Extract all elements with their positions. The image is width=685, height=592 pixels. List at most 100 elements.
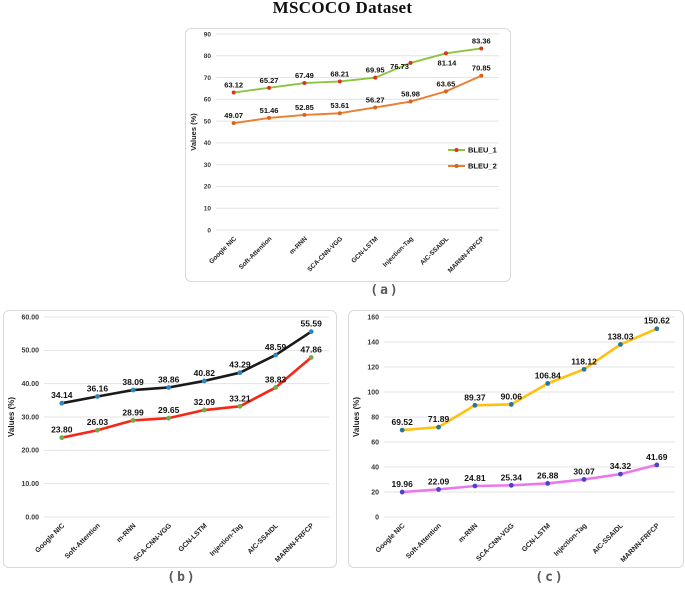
svg-text:63.65: 63.65 (437, 79, 456, 88)
svg-text:138.03: 138.03 (607, 331, 633, 341)
svg-text:40.82: 40.82 (194, 368, 216, 378)
svg-text:71.89: 71.89 (428, 414, 450, 424)
svg-text:100: 100 (367, 389, 379, 396)
svg-text:160: 160 (367, 314, 379, 321)
svg-text:43.29: 43.29 (229, 360, 251, 370)
svg-text:36.16: 36.16 (87, 383, 109, 393)
svg-text:SCA-CNN-VGG: SCA-CNN-VGG (306, 235, 344, 273)
svg-text:19.96: 19.96 (392, 479, 414, 489)
svg-text:0: 0 (375, 514, 379, 521)
svg-text:BLEU_1: BLEU_1 (468, 146, 497, 155)
svg-text:Values (%): Values (%) (352, 397, 361, 437)
svg-text:30: 30 (204, 162, 212, 169)
svg-text:25.34: 25.34 (501, 472, 523, 482)
page-title: MSCOCO Dataset (272, 0, 413, 17)
chart-panel-c: 0 20 40 60 80 100 120 140 160 Values (%) Google NI… (348, 310, 684, 568)
svg-text:0.00: 0.00 (25, 514, 39, 521)
svg-text:150.62: 150.62 (644, 316, 670, 326)
svg-text:24.81: 24.81 (464, 473, 486, 483)
svg-text:Injection-Tag: Injection-Tag (209, 522, 244, 557)
chart-b-line-chart: 0.00 10.00 20.00 30.00 40.00 50.00 60.00 Values… (7, 314, 329, 564)
svg-text:20: 20 (371, 489, 379, 496)
svg-text:SCA-CNN-VGG: SCA-CNN-VGG (133, 522, 174, 563)
svg-text:118.12: 118.12 (571, 356, 597, 366)
svg-text:65.27: 65.27 (260, 76, 279, 85)
caption-c: (c) (535, 570, 565, 585)
svg-text:60.00: 60.00 (21, 314, 39, 321)
svg-text:30.00: 30.00 (21, 414, 39, 421)
svg-text:34.14: 34.14 (51, 390, 73, 400)
svg-text:BLEU_2: BLEU_2 (468, 162, 497, 171)
svg-text:48.59: 48.59 (265, 342, 287, 352)
svg-text:Injection-Tag: Injection-Tag (553, 522, 588, 557)
svg-text:26.03: 26.03 (87, 417, 109, 427)
svg-text:33.21: 33.21 (229, 393, 251, 403)
svg-text:20.00: 20.00 (21, 448, 39, 455)
svg-text:140: 140 (367, 339, 379, 346)
svg-text:106.84: 106.84 (535, 370, 561, 380)
svg-text:AIC-SSAIDL: AIC-SSAIDL (247, 522, 281, 556)
svg-text:10.00: 10.00 (21, 481, 39, 488)
svg-text:Soft-Attention: Soft-Attention (405, 522, 443, 560)
svg-text:AIC-SSAIDL: AIC-SSAIDL (592, 522, 626, 556)
svg-text:34.32: 34.32 (610, 461, 632, 471)
caption-a: (a) (370, 283, 400, 298)
caption-b: (b) (167, 570, 197, 585)
svg-text:38.86: 38.86 (158, 374, 180, 384)
svg-text:MARNN-FRFCP: MARNN-FRFCP (620, 522, 662, 564)
svg-text:50.00: 50.00 (21, 348, 39, 355)
svg-text:90: 90 (204, 31, 212, 38)
svg-text:41.69: 41.69 (646, 452, 668, 462)
svg-text:Soft-Attention: Soft-Attention (64, 522, 102, 560)
svg-text:83.36: 83.36 (472, 36, 491, 45)
svg-text:m-RNN: m-RNN (116, 522, 138, 544)
svg-text:70: 70 (204, 75, 212, 82)
chart-panel-a: 0 10 20 30 40 50 60 70 80 90 Values (%) Google NIC S… (185, 28, 511, 282)
svg-text:GCN-LSTM: GCN-LSTM (521, 522, 552, 553)
svg-text:53.61: 53.61 (330, 101, 349, 110)
svg-text:Google NIC: Google NIC (208, 235, 238, 265)
svg-text:70.85: 70.85 (472, 64, 491, 73)
svg-text:120: 120 (367, 364, 379, 371)
svg-text:28.99: 28.99 (122, 407, 144, 417)
svg-text:29.65: 29.65 (158, 405, 180, 415)
svg-text:40: 40 (371, 464, 379, 471)
svg-text:30.07: 30.07 (573, 466, 595, 476)
svg-text:90.06: 90.06 (501, 391, 523, 401)
svg-text:10: 10 (204, 206, 212, 213)
svg-text:69.52: 69.52 (392, 417, 414, 427)
svg-text:81.14: 81.14 (438, 58, 458, 67)
svg-text:40: 40 (204, 140, 212, 147)
svg-text:m-RNN: m-RNN (288, 235, 309, 256)
svg-text:Injection-Tag: Injection-Tag (382, 235, 415, 268)
svg-text:38.83: 38.83 (265, 375, 287, 385)
svg-text:MARNN-FRFCP: MARNN-FRFCP (274, 522, 316, 564)
svg-text:50: 50 (204, 118, 212, 125)
chart-c-line-chart: 0 20 40 60 80 100 120 140 160 Values (%) Google NI… (352, 314, 675, 564)
svg-text:80: 80 (371, 414, 379, 421)
svg-text:26.88: 26.88 (537, 470, 559, 480)
svg-text:GCN-LSTM: GCN-LSTM (178, 522, 209, 553)
chart-panel-b: 0.00 10.00 20.00 30.00 40.00 50.00 60.00 Values… (3, 310, 337, 568)
svg-text:38.09: 38.09 (122, 377, 144, 387)
svg-text:m-RNN: m-RNN (458, 522, 480, 544)
svg-text:32.09: 32.09 (194, 397, 216, 407)
svg-text:GCN-LSTM: GCN-LSTM (350, 235, 379, 264)
svg-text:20: 20 (204, 184, 212, 191)
svg-text:80: 80 (204, 53, 212, 60)
svg-text:58.98: 58.98 (401, 90, 420, 99)
svg-text:69.95: 69.95 (366, 66, 385, 75)
svg-text:68.21: 68.21 (330, 69, 349, 78)
svg-text:40.00: 40.00 (21, 381, 39, 388)
svg-text:Google NIC: Google NIC (375, 522, 407, 554)
svg-text:0: 0 (207, 227, 211, 234)
svg-text:60: 60 (371, 439, 379, 446)
svg-text:56.27: 56.27 (366, 95, 385, 104)
svg-text:55.59: 55.59 (301, 319, 323, 329)
svg-text:47.86: 47.86 (301, 344, 323, 354)
svg-text:AIC-SSAIDL: AIC-SSAIDL (419, 235, 450, 266)
svg-text:23.80: 23.80 (51, 425, 73, 435)
svg-text:51.46: 51.46 (260, 106, 279, 115)
